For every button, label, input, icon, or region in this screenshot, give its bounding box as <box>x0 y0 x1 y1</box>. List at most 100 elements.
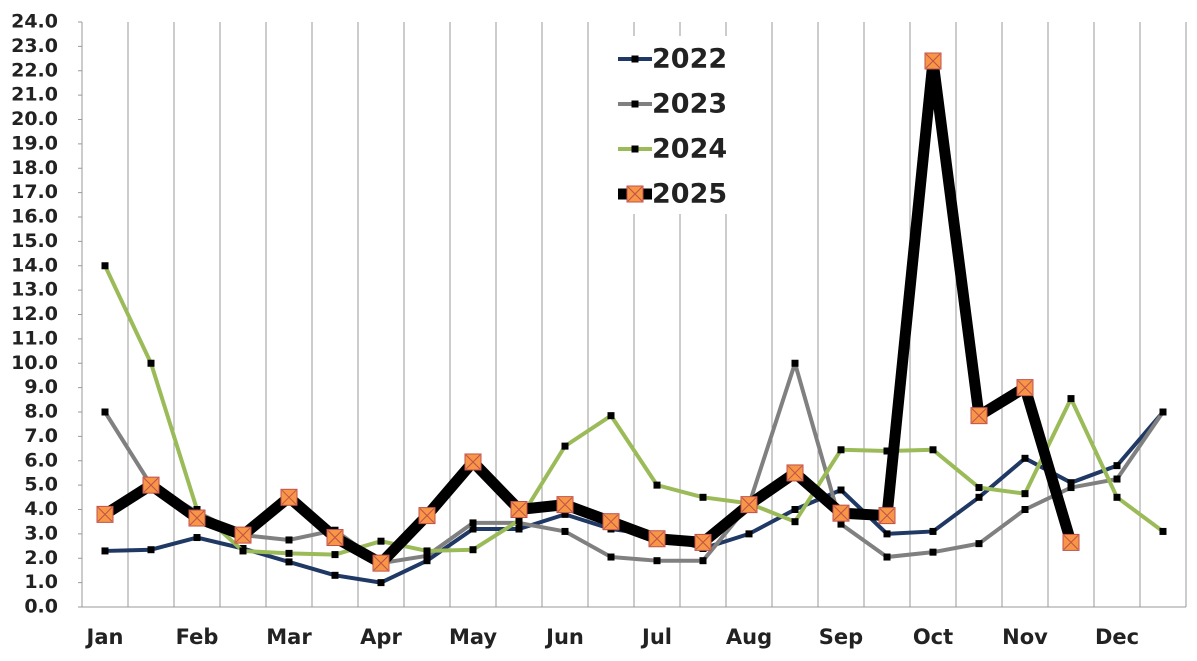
y-tick-label: 3.0 <box>24 522 58 544</box>
marker <box>1159 408 1167 416</box>
marker <box>975 540 983 548</box>
marker <box>193 534 201 542</box>
marker-cross <box>1017 380 1033 395</box>
marker <box>1113 475 1121 483</box>
y-tick-label: 14.0 <box>11 254 58 276</box>
marker <box>1016 379 1034 397</box>
marker <box>1021 506 1029 513</box>
marker <box>975 493 983 501</box>
legend-label: 2022 <box>652 44 727 75</box>
marker-cross <box>143 477 159 493</box>
marker <box>188 509 206 527</box>
marker <box>556 496 574 514</box>
x-tick-label: Oct <box>913 625 953 649</box>
x-tick-label: Feb <box>176 625 219 649</box>
legend-marker-cross <box>627 186 643 202</box>
marker <box>101 262 109 270</box>
marker <box>653 557 661 565</box>
legend-label: 2023 <box>652 89 727 120</box>
marker <box>326 529 344 547</box>
marker <box>469 525 477 533</box>
marker <box>101 547 109 555</box>
y-tick-label: 12.0 <box>11 303 58 325</box>
marker <box>1021 454 1029 462</box>
marker <box>740 496 758 514</box>
x-tick-label: Sep <box>819 625 863 649</box>
series-line <box>102 55 1077 569</box>
marker <box>699 493 707 501</box>
marker <box>515 525 523 533</box>
y-tick-label: 4.0 <box>24 498 58 520</box>
marker <box>285 558 293 566</box>
marker <box>648 530 666 548</box>
series-line <box>103 361 1165 566</box>
marker-cross <box>879 508 895 523</box>
marker <box>929 548 937 556</box>
marker-cross <box>511 502 527 517</box>
marker <box>653 481 661 489</box>
x-tick-label: Aug <box>726 625 772 649</box>
marker <box>924 52 942 70</box>
marker <box>1159 527 1167 535</box>
y-tick-label: 19.0 <box>11 132 58 154</box>
marker-cross <box>419 508 435 523</box>
marker <box>1113 493 1121 501</box>
marker-cross <box>603 514 619 530</box>
legend: 2022 2023 2024 2025 <box>612 36 728 214</box>
marker <box>469 546 477 554</box>
marker <box>510 501 528 518</box>
marker <box>193 506 201 513</box>
marker <box>837 520 845 528</box>
marker-cross <box>327 530 343 545</box>
marker <box>239 547 247 555</box>
marker-cross <box>971 408 987 424</box>
marker <box>331 571 339 579</box>
y-tick-label: 5.0 <box>24 474 58 496</box>
marker-cross <box>235 527 251 543</box>
marker <box>561 510 569 518</box>
x-tick-label: Nov <box>1002 625 1048 649</box>
marker <box>423 557 431 565</box>
y-tick-label: 11.0 <box>11 327 58 349</box>
series-line <box>103 264 1165 557</box>
legend-marker <box>631 145 639 153</box>
marker <box>929 446 937 454</box>
marker <box>975 484 983 492</box>
marker <box>694 533 712 551</box>
marker <box>96 505 114 523</box>
marker <box>929 527 937 535</box>
marker <box>101 408 109 416</box>
legend-label: 2024 <box>652 134 727 165</box>
marker <box>418 507 436 525</box>
marker <box>377 537 385 545</box>
marker <box>837 446 845 454</box>
marker <box>1067 479 1075 487</box>
marker-cross <box>373 555 389 571</box>
legend-box <box>612 36 728 214</box>
y-tick-label: 9.0 <box>24 376 58 398</box>
marker <box>791 359 799 367</box>
marker <box>883 530 891 538</box>
marker <box>423 547 431 555</box>
marker <box>561 527 569 535</box>
marker-cross <box>557 497 573 512</box>
marker <box>1062 533 1080 551</box>
y-tick-label: 1.0 <box>24 571 58 593</box>
marker-cross <box>1063 535 1079 550</box>
y-tick-label: 22.0 <box>11 59 58 81</box>
marker <box>469 519 477 527</box>
y-tick-label: 10.0 <box>11 352 58 374</box>
marker <box>791 506 799 513</box>
marker <box>1067 395 1075 403</box>
marker <box>372 554 390 572</box>
marker <box>234 526 252 544</box>
legend-marker <box>631 100 639 108</box>
marker <box>791 518 799 526</box>
marker <box>147 359 155 367</box>
marker <box>1021 490 1029 498</box>
y-tick-label: 18.0 <box>11 157 58 179</box>
y-tick-label: 7.0 <box>24 425 58 447</box>
marker <box>561 442 569 450</box>
marker-cross <box>833 505 849 521</box>
